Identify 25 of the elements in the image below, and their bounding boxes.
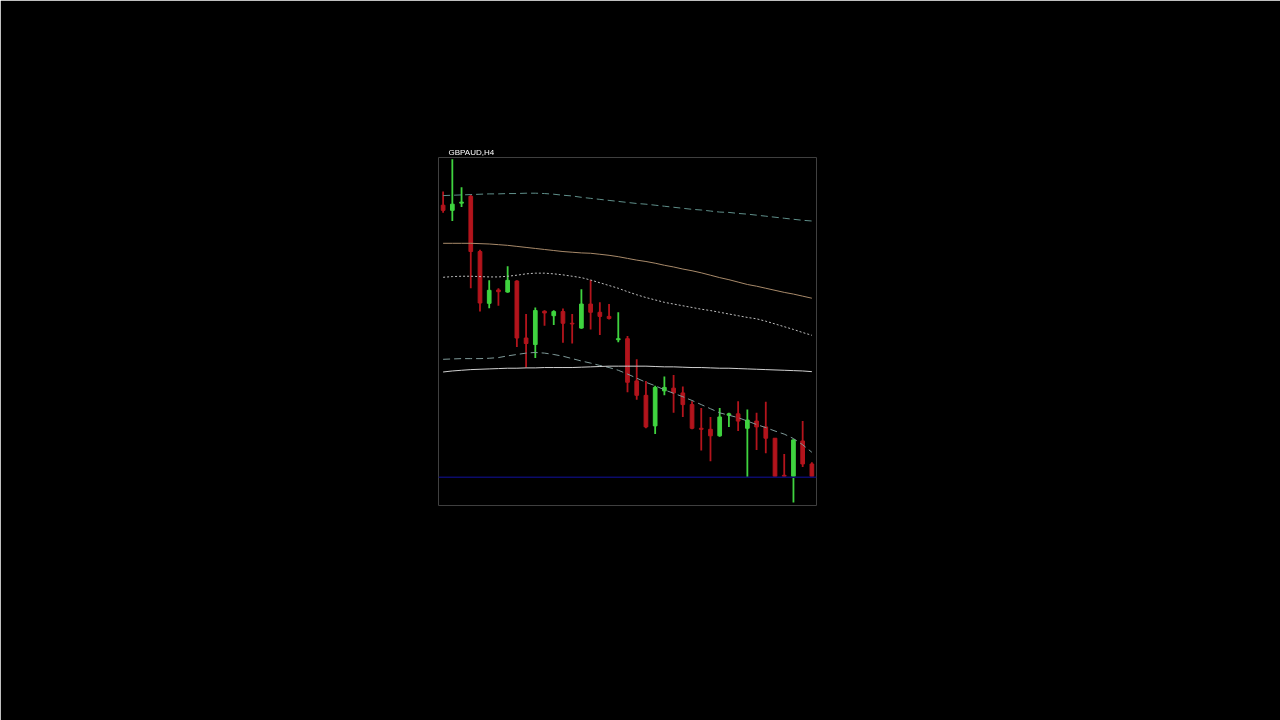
candlestick (735, 400, 741, 432)
candlestick (560, 307, 566, 344)
candlestick (680, 385, 686, 418)
candlestick (763, 400, 769, 455)
candlestick (449, 158, 455, 222)
candlestick (486, 279, 492, 310)
candlestick (671, 374, 676, 414)
candlestick (754, 411, 759, 451)
candlestick (698, 407, 704, 452)
chart-title: GBPAUD,H4 (448, 148, 495, 157)
candlestick (459, 186, 464, 208)
candlestick (588, 279, 593, 331)
candlestick (440, 190, 446, 214)
candlestick (523, 313, 529, 369)
candlestick (505, 265, 510, 294)
candlestick (708, 416, 713, 463)
candlestick (689, 400, 695, 431)
candlestick (615, 311, 621, 344)
candlestick (662, 375, 667, 397)
candlestick (717, 407, 723, 438)
candlestick (800, 420, 806, 468)
candlestick (745, 408, 750, 479)
candlestick (597, 301, 603, 336)
candlestick (569, 313, 575, 345)
candlestick (634, 358, 640, 401)
